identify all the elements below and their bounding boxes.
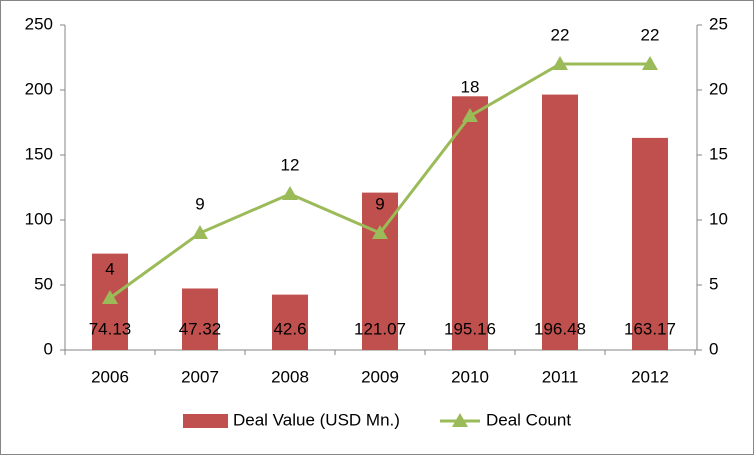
line-marker: [462, 108, 478, 122]
bar-value-label: 163.17: [624, 319, 676, 338]
line-value-label: 9: [195, 194, 204, 213]
x-tick-label: 2009: [361, 367, 399, 386]
line-marker: [372, 225, 388, 239]
y-tick-label: 200: [25, 79, 53, 98]
line-value-label: 22: [551, 25, 570, 44]
line-value-label: 9: [375, 194, 384, 213]
x-tick-label: 2008: [271, 367, 309, 386]
y2-tick-label: 15: [709, 144, 728, 163]
y2-tick-label: 10: [709, 209, 728, 228]
bar: [542, 94, 578, 351]
y-tick-label: 250: [25, 14, 53, 33]
y-tick-label: 50: [34, 274, 53, 293]
legend-swatch: [183, 414, 228, 428]
y2-tick-label: 5: [709, 274, 718, 293]
y-tick-label: 100: [25, 209, 53, 228]
bar: [452, 96, 488, 351]
y2-tick-label: 0: [709, 339, 718, 358]
bar-value-label: 47.32: [179, 319, 222, 338]
line-marker: [642, 56, 658, 70]
line-value-label: 12: [281, 155, 300, 174]
line-value-label: 22: [641, 25, 660, 44]
legend-label: Deal Value (USD Mn.): [233, 410, 400, 429]
legend-label: Deal Count: [486, 410, 571, 429]
bar: [182, 288, 218, 350]
legend-marker: [452, 413, 468, 427]
y-tick-label: 150: [25, 144, 53, 163]
line-value-label: 4: [105, 259, 114, 278]
x-tick-label: 2007: [181, 367, 219, 386]
x-tick-label: 2006: [91, 367, 129, 386]
x-tick-label: 2011: [542, 367, 579, 386]
bar-value-label: 42.6: [273, 319, 306, 338]
line-value-label: 18: [461, 77, 480, 96]
x-tick-label: 2010: [451, 367, 489, 386]
x-tick-label: 2012: [631, 367, 669, 386]
bar: [272, 294, 308, 350]
bar-value-label: 121.07: [354, 319, 406, 338]
bar: [632, 137, 668, 350]
line-marker: [102, 290, 118, 304]
y-tick-label: 0: [44, 339, 53, 358]
line-marker: [282, 186, 298, 200]
bar-value-label: 195.16: [444, 319, 496, 338]
y2-tick-label: 20: [709, 79, 728, 98]
bar-value-label: 196.48: [534, 319, 586, 338]
bar-value-label: 74.13: [89, 319, 132, 338]
y2-tick-label: 25: [709, 14, 728, 33]
line-marker: [552, 56, 568, 70]
line-marker: [192, 225, 208, 239]
